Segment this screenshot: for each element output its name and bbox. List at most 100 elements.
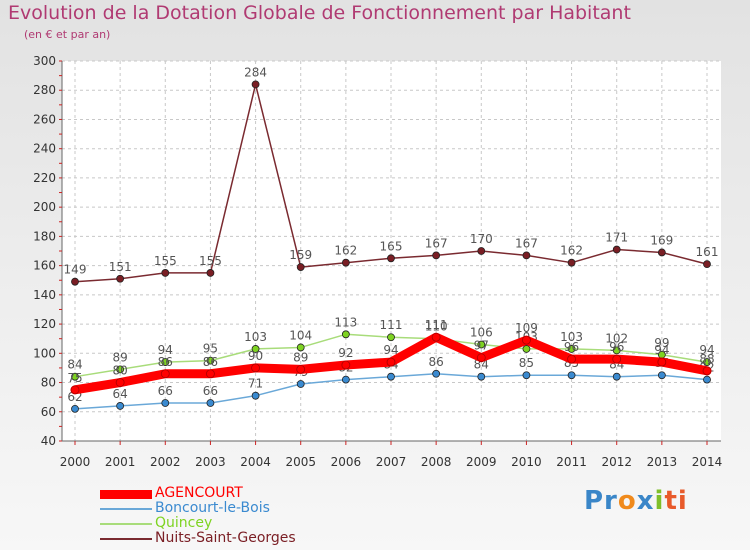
y-tick-label: 140 [33,288,56,302]
data-point [432,251,441,260]
data-label: 80 [113,364,128,378]
data-label: 66 [158,384,173,398]
data-point [296,263,305,271]
data-label: 109 [515,321,538,335]
legend-swatch [100,523,152,525]
x-tick-label: 2001 [105,455,136,469]
data-label: 94 [699,343,714,357]
data-point [386,357,396,367]
data-point [703,260,711,269]
data-point [387,372,395,381]
y-tick-label: 300 [33,54,56,68]
data-point [206,399,215,407]
data-point [115,378,125,387]
data-point [657,248,666,257]
legend-swatch [100,508,152,510]
data-label: 89 [293,350,308,364]
legend-label: Nuits-Saint-Georges [155,530,296,546]
data-point [296,380,305,388]
data-point [522,345,531,353]
data-point [296,364,306,374]
data-point [477,372,486,381]
data-label: 103 [560,330,583,344]
data-point [341,330,350,339]
data-label: 94 [158,343,173,357]
data-point [522,251,531,260]
data-label: 111 [380,318,403,332]
data-point [161,358,170,366]
data-label: 151 [109,260,132,274]
x-tick-label: 2011 [556,455,587,469]
data-point [341,375,350,384]
y-tick-label: 160 [33,259,56,273]
data-point [341,360,351,370]
y-tick-label: 60 [41,405,56,419]
data-label: 99 [654,336,669,350]
data-point [206,356,215,365]
data-point [703,375,711,384]
data-point [116,402,125,410]
data-label: 88 [699,352,714,366]
data-point [612,245,621,254]
y-tick-label: 100 [33,346,56,360]
data-point [657,357,667,367]
data-point [251,80,260,89]
data-point [522,371,531,380]
data-point [522,335,531,345]
data-label: 90 [248,349,263,363]
data-label: 86 [158,355,173,369]
data-point [567,258,576,267]
data-label: 167 [425,236,448,250]
legend-swatch [100,538,152,540]
data-label: 102 [605,331,628,345]
data-label: 284 [244,65,267,79]
data-label: 162 [560,244,583,258]
data-label: 111 [425,318,448,332]
data-point [251,345,260,353]
data-point [341,258,350,267]
data-label: 89 [113,350,128,364]
chart-subtitle: (en € et par an) [24,28,111,41]
data-point [477,340,486,349]
data-label: 149 [64,263,87,277]
data-point [567,345,576,353]
data-label: 97 [474,339,489,353]
x-tick-label: 2004 [240,455,271,469]
data-point [206,369,215,379]
data-label: 95 [203,342,218,356]
data-point [251,363,260,373]
data-point [657,371,666,380]
y-tick-label: 180 [33,229,56,243]
data-label: 155 [154,254,177,268]
data-point [612,346,621,355]
data-label: 96 [609,340,624,354]
data-point [431,332,441,342]
data-label: 162 [334,244,357,258]
legend-label: AGENCOURT [155,485,243,501]
data-point [116,274,125,283]
data-point [70,385,80,395]
data-point [71,277,79,286]
x-tick-label: 2006 [331,455,362,469]
data-point [116,365,125,374]
legend-label: Quincey [155,515,213,531]
data-label: 84 [67,358,82,372]
data-point [477,247,486,255]
data-point [567,354,576,364]
proxiti-logo: Proxiti [584,486,688,516]
data-point [71,372,79,381]
data-label: 71 [248,377,263,391]
data-label: 171 [605,231,628,245]
data-label: 159 [289,248,312,262]
legend-swatch [100,490,152,499]
x-tick-label: 2013 [647,455,678,469]
data-label: 96 [564,340,579,354]
data-label: 66 [203,384,218,398]
data-point [476,353,486,363]
data-point [567,371,576,380]
data-point [71,404,79,413]
data-label: 75 [67,371,82,385]
y-tick-label: 120 [33,317,56,331]
data-point [161,399,170,407]
data-label: 104 [289,328,312,342]
